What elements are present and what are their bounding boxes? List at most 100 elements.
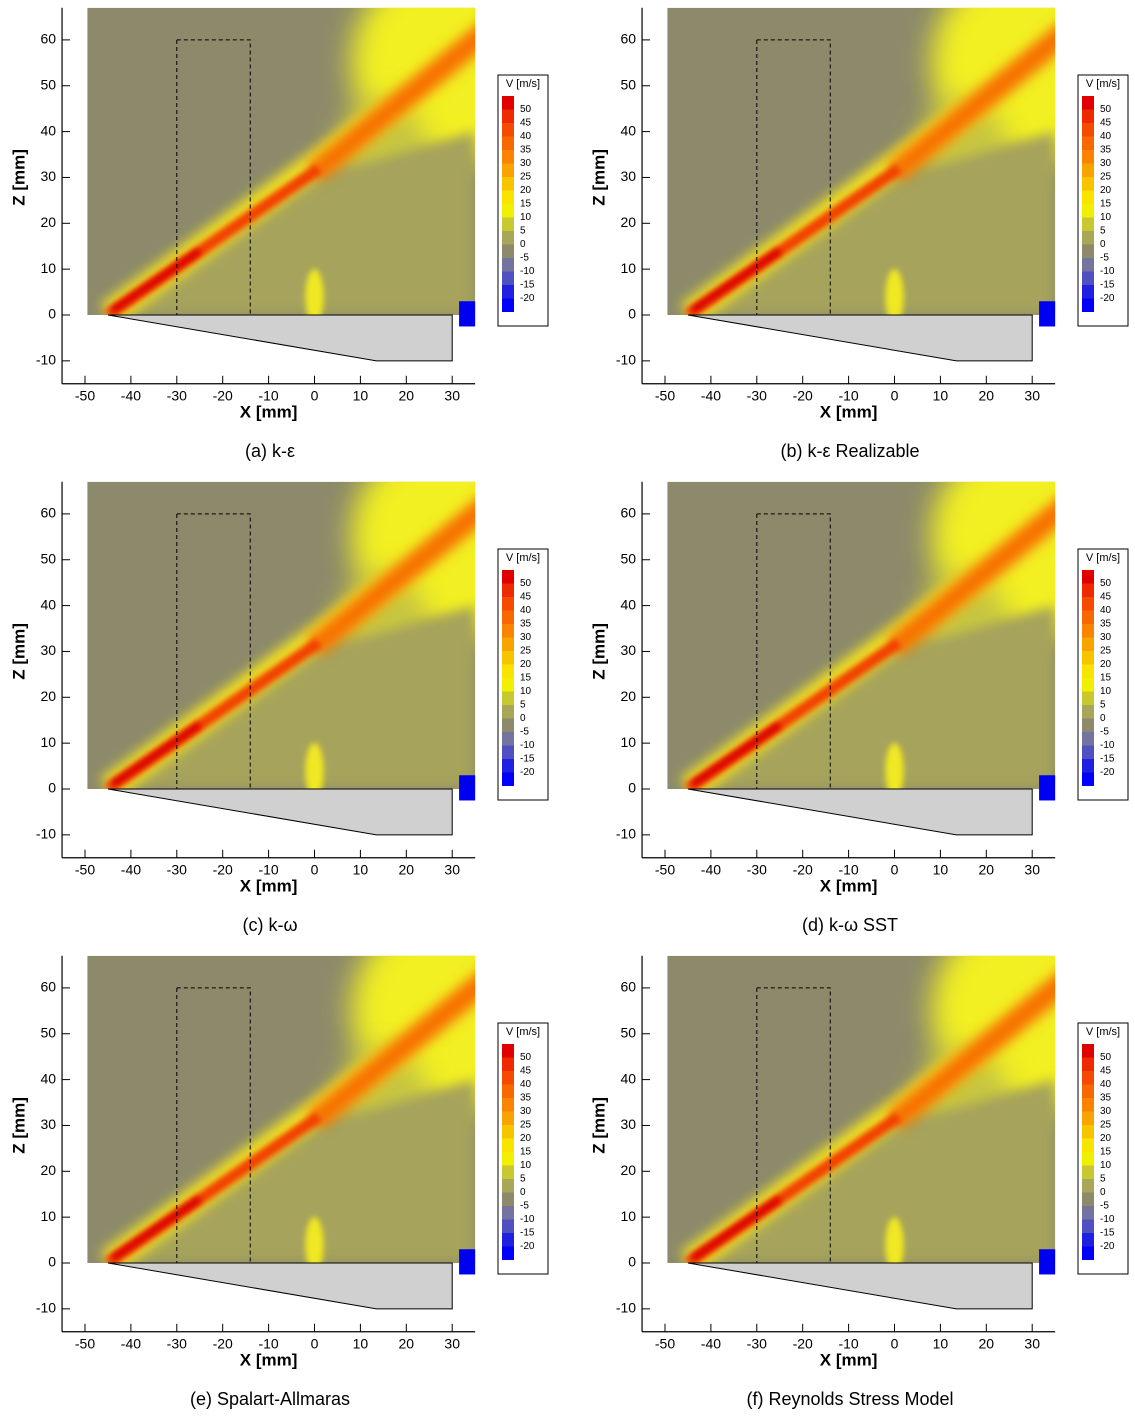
colorbar-label: 45 (1100, 118, 1112, 129)
x-tick-label: 20 (399, 387, 415, 403)
colorbar-label: 40 (1100, 605, 1112, 616)
jet-core (110, 721, 202, 788)
x-tick-label: 30 (444, 1335, 460, 1351)
colorbar-swatch (502, 651, 514, 665)
colorbar-swatch (1082, 109, 1094, 123)
colorbar-label: 35 (520, 145, 532, 156)
colorbar-label: 15 (1100, 1147, 1112, 1158)
y-tick-label: 30 (620, 1116, 636, 1132)
colorbar-label: 15 (1100, 673, 1112, 684)
colorbar-swatch (1082, 1111, 1094, 1125)
colorbar-label: 40 (1100, 1079, 1112, 1090)
x-tick-label: -20 (793, 1335, 813, 1351)
x-axis-label: X [mm] (820, 402, 878, 421)
x-tick-label: -40 (701, 1335, 721, 1351)
colorbar-label: -10 (1100, 266, 1115, 277)
y-tick-label: 60 (620, 979, 636, 995)
contour-field (667, 7, 1056, 316)
colorbar-label: 30 (1100, 1106, 1112, 1117)
y-tick-label: 40 (620, 1070, 636, 1086)
y-tick-label: 20 (620, 214, 636, 230)
colorbar-swatch (502, 1084, 514, 1098)
colorbar-label: 50 (1100, 578, 1112, 589)
colorbar-label: 30 (520, 1106, 532, 1117)
colorbar-swatch (502, 772, 514, 786)
colorbar-swatch (502, 691, 514, 705)
y-tick-label: 30 (40, 1116, 56, 1132)
y-axis-label: Z [mm] (9, 623, 28, 680)
y-tick-label: 0 (628, 780, 636, 796)
y-tick-label: 20 (40, 214, 56, 230)
colorbar-swatch (1082, 664, 1094, 678)
x-axis-label: X [mm] (820, 876, 878, 895)
x-tick-label: -50 (75, 1335, 95, 1351)
dashed-box (176, 39, 251, 316)
y-tick-label: 0 (48, 780, 56, 796)
y-tick-label: 10 (40, 1208, 56, 1224)
blue-zone (1039, 301, 1056, 327)
colorbar-label: 0 (1100, 1187, 1106, 1198)
x-tick-label: -20 (213, 861, 233, 877)
colorbar-label: -5 (1100, 253, 1109, 264)
y-tick-label: 60 (620, 505, 636, 521)
blue-zone (1039, 1249, 1056, 1275)
colorbar-label: -20 (1100, 1241, 1115, 1252)
colorbar-label: -15 (520, 280, 535, 291)
panel: -50 -40 -30 -20 -10 0 10 20 30-100102030405060X … (9, 7, 549, 461)
colorbar-swatch (1082, 1098, 1094, 1112)
colorbar-label: -10 (1100, 1214, 1115, 1225)
colorbar-swatch (502, 258, 514, 272)
colorbar-swatch (1082, 150, 1094, 164)
shock-foot (305, 269, 324, 316)
y-tick-label: 10 (620, 260, 636, 276)
y-tick-label: 50 (620, 550, 636, 566)
colorbar-swatch (502, 136, 514, 150)
panel: -50 -40 -30 -20 -10 0 10 20 30-100102030405060X … (9, 955, 549, 1409)
colorbar-swatch (502, 597, 514, 611)
colorbar-swatch (502, 624, 514, 638)
colorbar-label: 10 (1100, 686, 1112, 697)
x-tick-label: -10 (838, 387, 858, 403)
y-tick-label: 30 (40, 168, 56, 184)
colorbar-label: 30 (1100, 632, 1112, 643)
caption: (e) Spalart-Allmaras (190, 1389, 350, 1409)
y-tick-label: 40 (40, 1070, 56, 1086)
colorbar-label: 35 (520, 619, 532, 630)
colorbar-label: 5 (1100, 226, 1106, 237)
y-tick-label: 40 (620, 122, 636, 138)
y-tick-label: 60 (620, 31, 636, 47)
colorbar-swatch (502, 1165, 514, 1179)
colorbar-swatch (1082, 1206, 1094, 1220)
colorbar-swatch (502, 109, 514, 123)
colorbar-label: 30 (1100, 158, 1112, 169)
colorbar-swatch (1082, 772, 1094, 786)
panel: -50 -40 -30 -20 -10 0 10 20 30-100102030405060X … (589, 481, 1129, 935)
colorbar-swatch (502, 570, 514, 584)
colorbar-swatch (502, 1057, 514, 1071)
colorbar-title: V [m/s] (506, 1026, 540, 1038)
colorbar-label: -15 (1100, 280, 1115, 291)
y-tick-label: 20 (40, 1162, 56, 1178)
colorbar-swatch (1082, 231, 1094, 245)
y-axis-label: Z [mm] (589, 1097, 608, 1154)
dashed-box (176, 987, 251, 1264)
colorbar-swatch (1082, 691, 1094, 705)
colorbar-swatch (1082, 217, 1094, 231)
colorbar-swatch (502, 298, 514, 312)
y-tick-label: -10 (616, 1300, 636, 1316)
lower-zone (687, 1079, 1056, 1263)
colorbar-swatch (1082, 258, 1094, 272)
x-tick-label: -20 (213, 387, 233, 403)
y-tick-label: 0 (48, 1254, 56, 1270)
colorbar-swatch (1082, 610, 1094, 624)
colorbar-swatch (502, 664, 514, 678)
x-axis-label: X [mm] (240, 402, 298, 421)
y-tick-label: 40 (40, 122, 56, 138)
colorbar-swatch (1082, 1084, 1094, 1098)
colorbar-swatch (1082, 759, 1094, 773)
colorbar-label: 5 (1100, 700, 1106, 711)
x-axis-label: X [mm] (820, 1350, 878, 1369)
colorbar-label: 25 (520, 172, 532, 183)
colorbar-label: -10 (520, 266, 535, 277)
colorbar-swatch (1082, 96, 1094, 110)
